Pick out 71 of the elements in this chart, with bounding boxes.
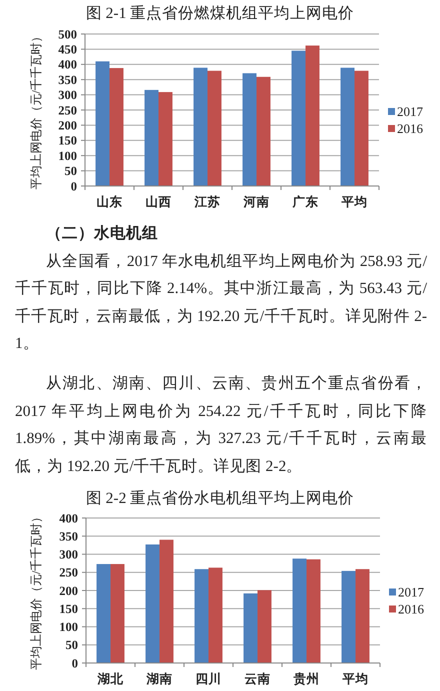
bar	[144, 90, 158, 186]
x-tick-label: 山西	[146, 195, 172, 209]
x-tick-label: 江苏	[194, 195, 220, 209]
bar	[242, 73, 256, 186]
bar	[208, 568, 222, 663]
y-tick-label: 0	[70, 179, 77, 194]
y-tick-label: 350	[59, 529, 78, 544]
bar	[354, 70, 368, 186]
legend-label: 2016	[397, 121, 424, 136]
legend-label: 2017	[397, 104, 424, 119]
y-tick-label: 350	[58, 72, 77, 87]
bar	[292, 558, 306, 663]
text: （二）水电机组	[45, 224, 159, 244]
legend-item: 2017	[388, 104, 423, 119]
legend-item: 2017	[389, 584, 424, 600]
y-tick-label: 100	[59, 620, 78, 634]
y-tick-label: 500	[58, 27, 77, 42]
bar	[160, 540, 174, 663]
bar	[244, 593, 258, 663]
x-tick-label: 云南	[244, 672, 270, 686]
x-tick-label: 湖南	[146, 672, 172, 686]
y-tick-label: 50	[64, 164, 77, 178]
y-tick-label: 400	[58, 58, 77, 72]
y-tick-label: 100	[58, 148, 77, 163]
bar	[256, 76, 270, 186]
bar	[292, 50, 306, 186]
text: 从全国看，2017 年水电机组平均上网电价为 258.93 元/千千瓦时，同比下降 2.14%。其中浙江最高，为 563.43 元/千千瓦时，云南最低，为 192.20 元/千千瓦时。详见附件 2-1。	[15, 252, 427, 354]
bar	[306, 559, 320, 663]
bar	[356, 569, 370, 663]
y-tick-label: 200	[59, 584, 78, 598]
x-tick-label: 广东	[292, 194, 318, 209]
bar	[340, 68, 354, 186]
y-tick-label: 300	[59, 548, 78, 562]
chart-title: 图 2-2 重点省份水电机组平均上网电价	[86, 489, 354, 507]
bar	[146, 544, 160, 663]
bar	[208, 70, 222, 186]
x-tick-label: 平均	[340, 195, 368, 209]
y-tick-label: 50	[66, 638, 78, 652]
x-tick-label: 山东	[96, 194, 122, 209]
bar	[110, 564, 124, 663]
bar	[194, 569, 208, 663]
bar	[194, 68, 208, 186]
y-tick-label: 400	[59, 511, 78, 526]
legend-label: 2017	[398, 584, 424, 600]
x-tick-label: 河南	[242, 195, 270, 209]
bar	[96, 61, 110, 186]
text: 从湖北、湖南、四川、云南、贵州五个重点省份看，2017 年平均上网电价为 254.22 元/千千瓦时，同比下降 1.89%，其中湖南最高，为 327.23 元/千千瓦时，云南最低，为 192.20 元/千千瓦时。详见图 2-2。	[15, 374, 427, 477]
y-tick-label: 300	[58, 88, 77, 102]
bar	[158, 92, 172, 186]
bar	[306, 46, 320, 186]
bar	[342, 570, 356, 663]
bar	[96, 564, 110, 663]
bar	[110, 68, 124, 186]
y-tick-label: 150	[59, 602, 78, 616]
legend-item: 2016	[389, 602, 424, 616]
bar	[258, 590, 272, 663]
y-tick-label: 250	[58, 103, 77, 118]
chart-title: 图 2-1 重点省份燃煤机组平均上网电价	[86, 4, 354, 22]
x-tick-label: 湖北	[96, 672, 124, 686]
x-tick-label: 贵州	[292, 671, 320, 686]
legend-item: 2016	[388, 121, 423, 136]
y-tick-label: 200	[58, 118, 77, 132]
x-tick-label: 四川	[196, 672, 222, 686]
y-tick-label: 150	[58, 134, 77, 148]
y-tick-label: 250	[59, 566, 78, 580]
y-tick-label: 0	[72, 656, 78, 670]
y-tick-label: 450	[58, 42, 77, 56]
y-axis-title: 平均上网电价（元/千千瓦时）	[29, 30, 43, 190]
legend-label: 2016	[398, 602, 424, 616]
x-tick-label: 平均	[342, 672, 368, 686]
y-axis-title: 平均上网电价（元/千千瓦时）	[29, 510, 43, 670]
